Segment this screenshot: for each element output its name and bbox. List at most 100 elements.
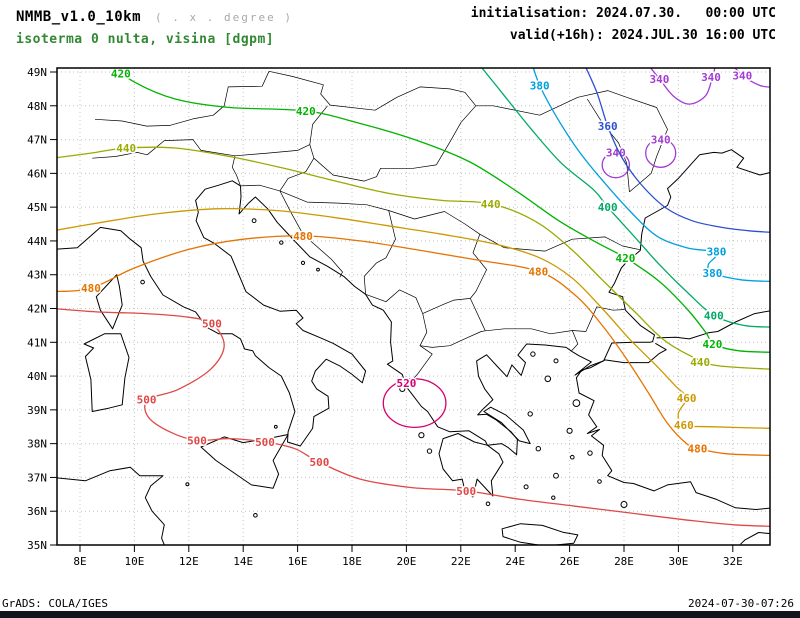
island	[251, 218, 257, 224]
lon-tick-label: 28E	[614, 555, 634, 568]
lat-tick-label: 42N	[27, 303, 47, 316]
coastline-sicily	[200, 434, 289, 489]
lat-tick-label: 39N	[27, 404, 47, 417]
island	[279, 240, 284, 245]
lon-tick-label: 30E	[668, 555, 688, 568]
country-border	[570, 330, 579, 352]
contour-line-420	[113, 68, 770, 353]
lon-tick-label: 22E	[451, 555, 471, 568]
lat-tick-label: 36N	[27, 505, 47, 518]
valid-time-label: valid(+16h): 2024.JUL.30 16:00 UTC	[509, 28, 776, 43]
coastline-crete	[501, 523, 579, 545]
country-border	[469, 298, 486, 331]
country-border	[435, 105, 477, 166]
island	[485, 501, 491, 507]
contour-label-500: 500	[456, 485, 476, 498]
lat-tick-label: 37N	[27, 471, 47, 484]
island	[253, 513, 258, 518]
island	[597, 479, 602, 484]
coastline-anatolia-blacksea-south	[656, 310, 770, 340]
map-frame	[56, 67, 771, 546]
island	[523, 484, 529, 490]
lon-tick-label: 18E	[342, 555, 362, 568]
header-right: initialisation: 2024.07.30. 00:00 UTC va…	[471, 6, 776, 43]
island	[572, 399, 581, 408]
contour-label-480: 480	[687, 443, 707, 456]
country-border	[279, 190, 396, 295]
contour-label-400: 400	[704, 309, 724, 322]
footer-grads-credit: GrADS: COLA/IGES	[2, 597, 108, 610]
lat-tick-label: 45N	[27, 201, 47, 214]
coastline-corsica	[95, 274, 123, 330]
country-border	[94, 71, 270, 127]
lat-tick-label: 38N	[27, 438, 47, 451]
lon-tick-label: 14E	[233, 555, 253, 568]
lat-tick-label: 43N	[27, 269, 47, 282]
contour-label-460: 460	[674, 419, 694, 432]
lat-tick-label: 44N	[27, 235, 47, 248]
bottom-bar	[0, 611, 800, 618]
contour-label-460: 460	[677, 392, 697, 405]
contour-label-520: 520	[396, 377, 416, 390]
country-border	[365, 289, 424, 314]
contour-label-380: 380	[702, 267, 722, 280]
island	[426, 448, 433, 454]
island	[530, 351, 536, 357]
island	[140, 279, 145, 285]
island	[587, 450, 593, 456]
coastline-euboea	[483, 406, 531, 445]
lon-tick-label: 10E	[124, 555, 144, 568]
island	[566, 427, 573, 434]
lat-tick-label: 40N	[27, 370, 47, 383]
contour-label-500: 500	[255, 436, 275, 449]
lon-tick-label: 16E	[288, 555, 308, 568]
country-border	[422, 298, 471, 314]
contour-label-500: 500	[309, 456, 329, 469]
contour-label-420: 420	[615, 252, 635, 265]
contour-line-360	[585, 68, 770, 233]
lon-tick-label: 32E	[723, 555, 743, 568]
contour-label-500: 500	[137, 394, 157, 407]
contour-line-480	[57, 235, 770, 457]
contour-label-340: 340	[649, 73, 669, 86]
contour-line-340	[649, 68, 716, 105]
contour-label-400: 400	[598, 201, 618, 214]
contour-line-460	[57, 208, 770, 429]
country-border	[587, 98, 630, 192]
grid-note: ( . x . degree )	[155, 11, 293, 24]
island	[553, 358, 559, 364]
contour-label-340: 340	[701, 71, 721, 84]
lon-tick-label: 24E	[505, 555, 525, 568]
island	[620, 501, 628, 508]
contour-label-480: 480	[81, 282, 101, 295]
island	[399, 385, 406, 392]
contour-label-340: 340	[606, 146, 626, 159]
footer-timestamp: 2024-07-30-07:26	[688, 597, 794, 610]
lon-tick-label: 26E	[560, 555, 580, 568]
contour-label-480: 480	[528, 265, 548, 278]
lon-tick-label: 12E	[179, 555, 199, 568]
island	[418, 432, 425, 439]
island	[535, 446, 541, 452]
contour-line-520	[382, 378, 447, 429]
lat-tick-label: 46N	[27, 167, 47, 180]
country-border	[279, 190, 343, 278]
contour-label-480: 480	[293, 230, 313, 243]
contour-line-440	[57, 146, 770, 370]
contour-label-420: 420	[702, 338, 722, 351]
country-border	[92, 139, 241, 187]
island	[527, 411, 533, 417]
lat-tick-label: 49N	[27, 66, 47, 79]
contour-label-380: 380	[530, 80, 550, 93]
country-border	[475, 90, 627, 116]
country-border	[234, 144, 310, 157]
contour-label-440: 440	[481, 198, 501, 211]
contour-line-400	[481, 68, 770, 328]
contour-label-440: 440	[116, 142, 136, 155]
country-border	[313, 157, 437, 182]
contour-line-340	[601, 151, 631, 179]
lat-tick-label: 41N	[27, 336, 47, 349]
island	[544, 375, 552, 383]
contour-line-500	[57, 308, 770, 527]
